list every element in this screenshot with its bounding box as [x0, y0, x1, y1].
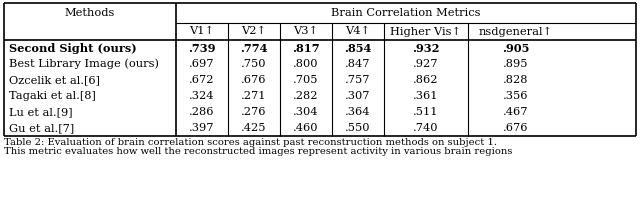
Text: .282: .282 — [293, 91, 319, 101]
Text: V3↑: V3↑ — [294, 26, 319, 36]
Text: .757: .757 — [345, 75, 371, 85]
Text: .324: .324 — [189, 91, 215, 101]
Text: .697: .697 — [189, 59, 215, 69]
Text: Higher Vis↑: Higher Vis↑ — [390, 26, 461, 37]
Text: .740: .740 — [413, 123, 439, 133]
Text: .356: .356 — [503, 91, 529, 101]
Text: .672: .672 — [189, 75, 215, 85]
Text: .895: .895 — [503, 59, 529, 69]
Text: Gu et al.[7]: Gu et al.[7] — [9, 123, 74, 133]
Text: Ozcelik et al.[6]: Ozcelik et al.[6] — [9, 75, 100, 85]
Text: V2↑: V2↑ — [241, 26, 266, 36]
Text: .927: .927 — [413, 59, 439, 69]
Text: .425: .425 — [241, 123, 267, 133]
Text: .774: .774 — [240, 43, 268, 54]
Text: V1↑: V1↑ — [189, 26, 214, 36]
Text: .800: .800 — [293, 59, 319, 69]
Text: .817: .817 — [292, 43, 320, 54]
Text: .739: .739 — [188, 43, 216, 54]
Text: Tagaki et al.[8]: Tagaki et al.[8] — [9, 91, 96, 101]
Text: .862: .862 — [413, 75, 439, 85]
Text: .854: .854 — [344, 43, 372, 54]
Text: .705: .705 — [293, 75, 319, 85]
Text: .932: .932 — [412, 43, 440, 54]
Text: nsdgeneral↑: nsdgeneral↑ — [479, 26, 553, 37]
Text: Table 2: Evaluation of brain correlation scores against past reconstruction meth: Table 2: Evaluation of brain correlation… — [4, 138, 497, 147]
Text: .676: .676 — [241, 75, 267, 85]
Text: .271: .271 — [241, 91, 267, 101]
Text: Brain Correlation Metrics: Brain Correlation Metrics — [332, 8, 481, 18]
Text: .847: .847 — [345, 59, 371, 69]
Text: Methods: Methods — [65, 8, 115, 18]
Text: .286: .286 — [189, 107, 215, 117]
Text: .550: .550 — [345, 123, 371, 133]
Text: .361: .361 — [413, 91, 439, 101]
Text: V4↑: V4↑ — [346, 26, 371, 36]
Text: Best Library Image (ours): Best Library Image (ours) — [9, 59, 159, 69]
Text: Lu et al.[9]: Lu et al.[9] — [9, 107, 72, 117]
Text: .750: .750 — [241, 59, 267, 69]
Text: .460: .460 — [293, 123, 319, 133]
Text: .905: .905 — [502, 43, 530, 54]
Text: Second Sight (ours): Second Sight (ours) — [9, 43, 137, 54]
Text: .511: .511 — [413, 107, 439, 117]
Text: .676: .676 — [503, 123, 529, 133]
Text: .828: .828 — [503, 75, 529, 85]
Text: .467: .467 — [503, 107, 529, 117]
Text: .304: .304 — [293, 107, 319, 117]
Text: .364: .364 — [345, 107, 371, 117]
Text: .397: .397 — [189, 123, 215, 133]
Text: .276: .276 — [241, 107, 267, 117]
Text: .307: .307 — [345, 91, 371, 101]
Text: This metric evaluates how well the reconstructed images represent activity in va: This metric evaluates how well the recon… — [4, 147, 513, 156]
